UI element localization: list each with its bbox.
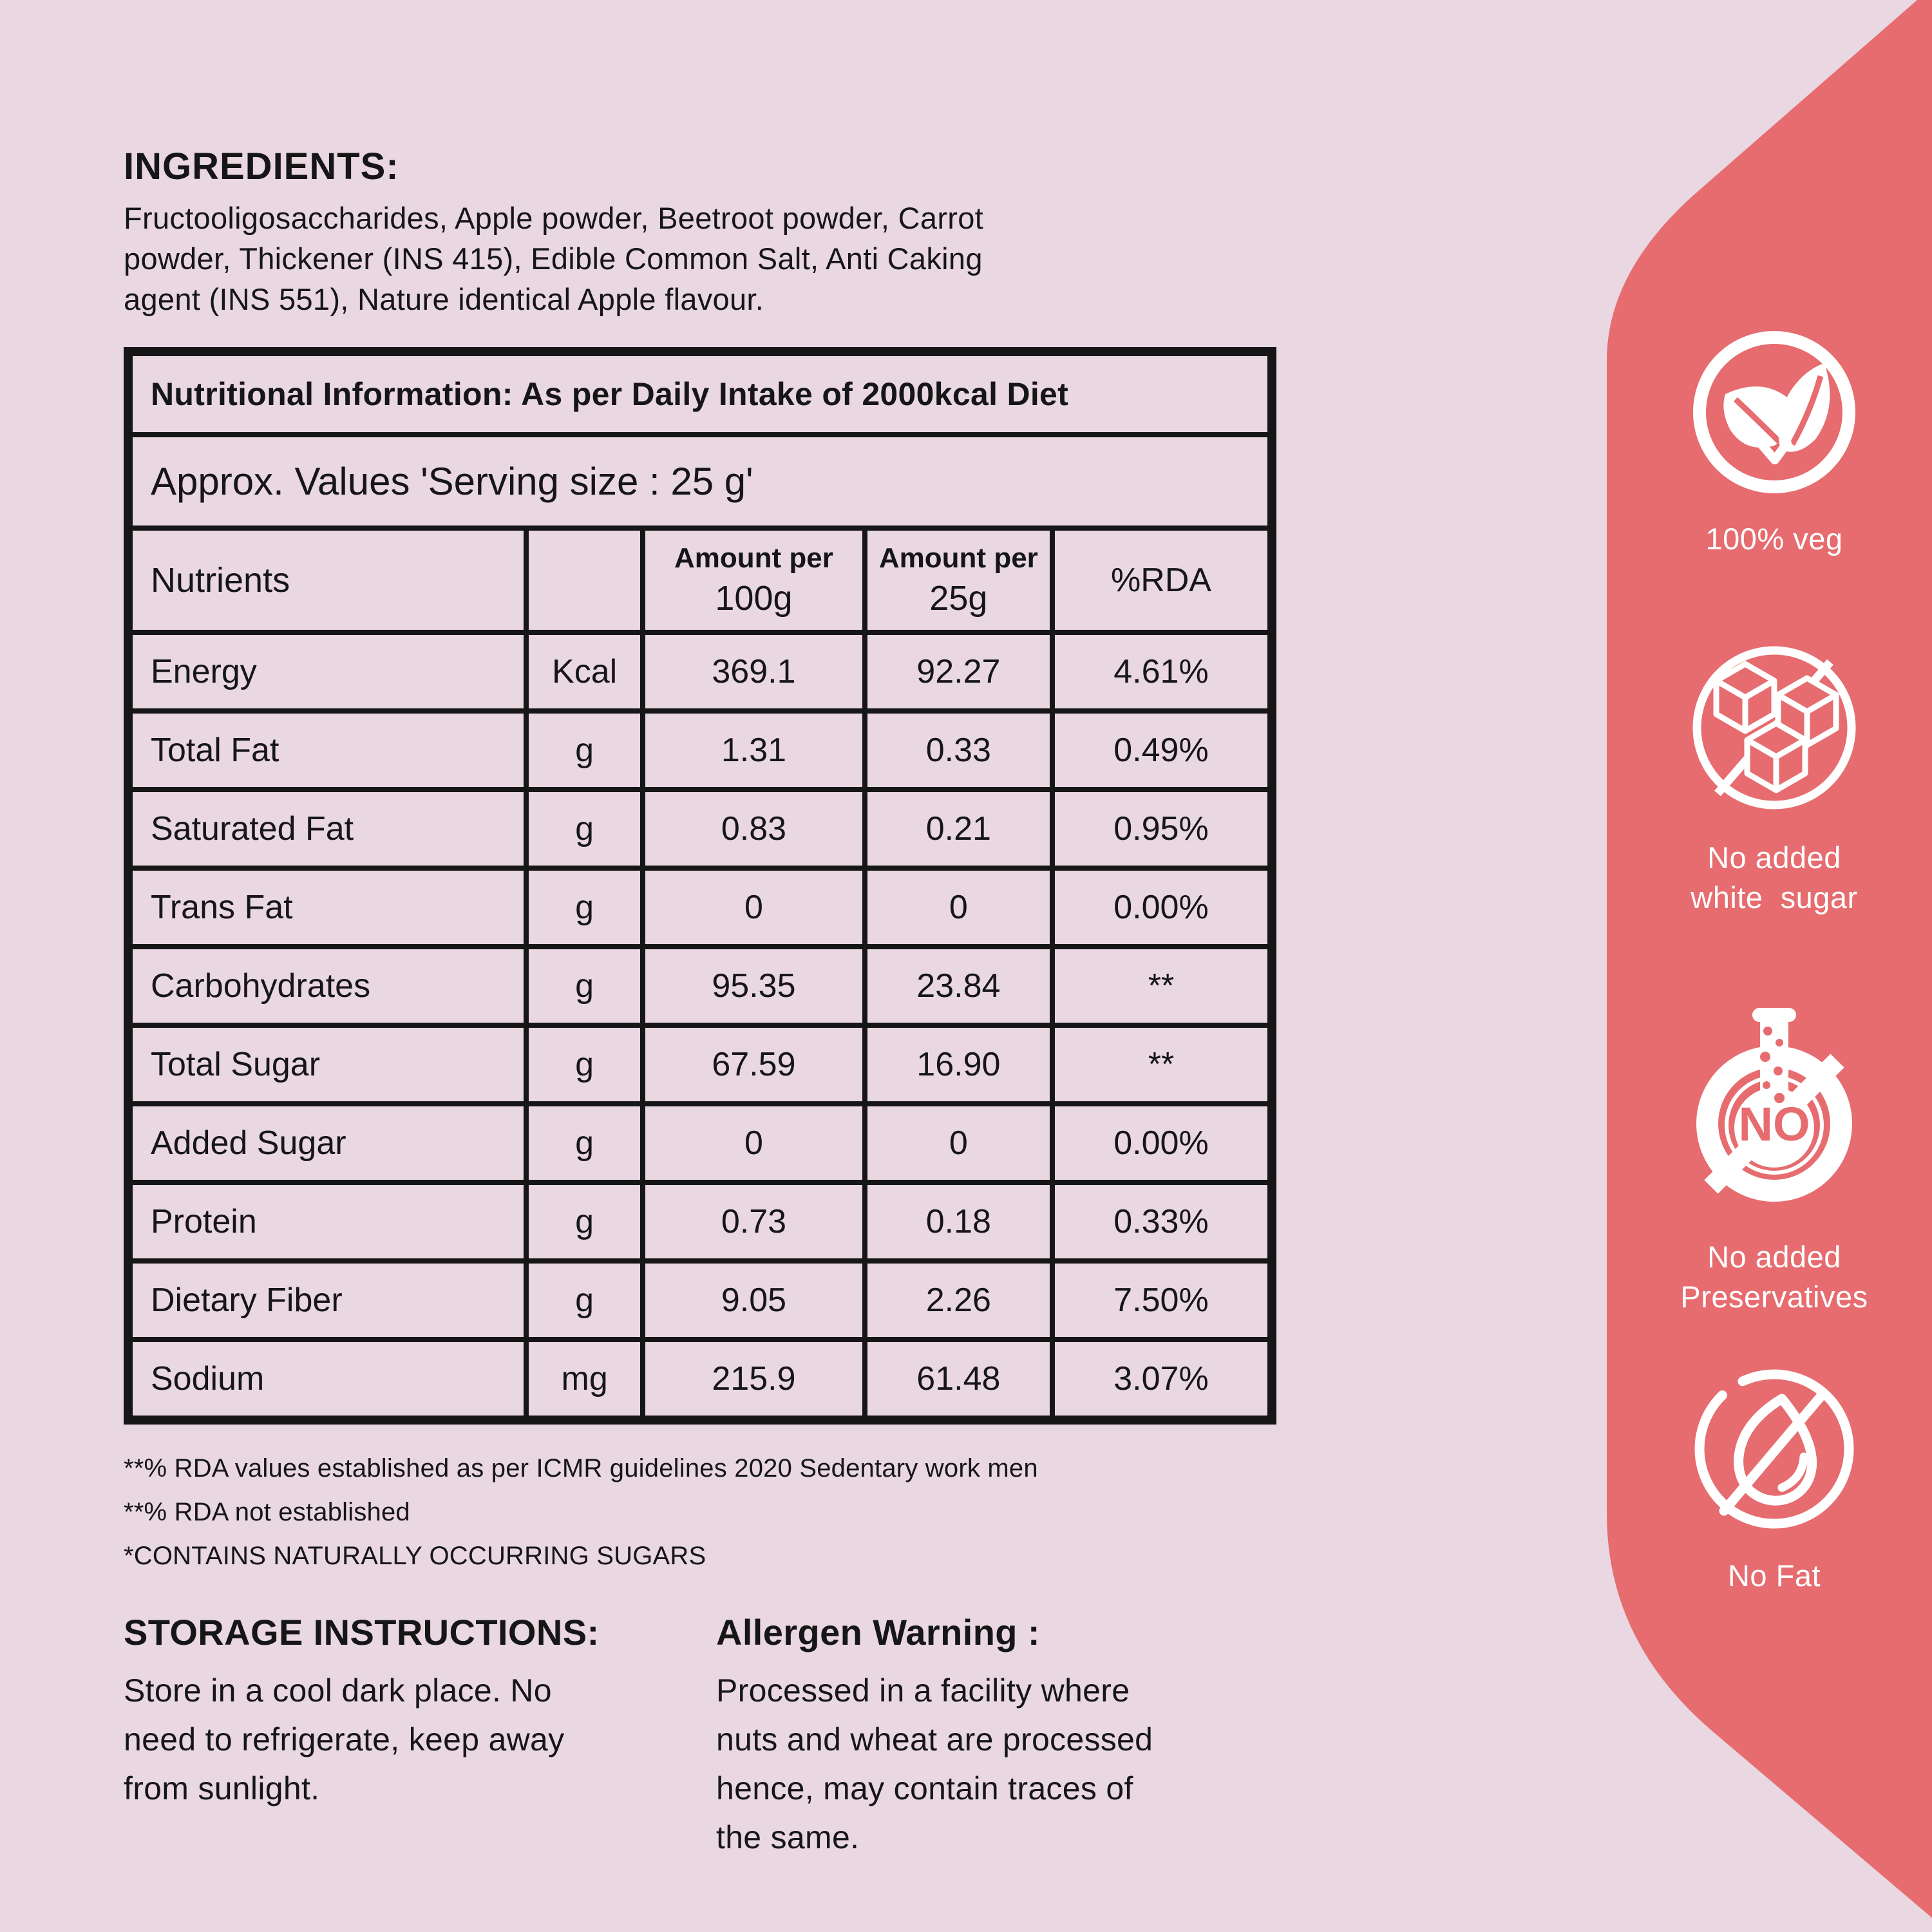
badge-no-added-preservatives: NO No added Preservatives — [1639, 1001, 1909, 1317]
rda-percent: 0.00% — [1049, 865, 1275, 949]
ingredients-heading: INGREDIENTS: — [124, 146, 399, 187]
amount-per-100g: 369.1 — [640, 629, 867, 714]
allergen-heading: Allergen Warning : — [716, 1611, 1040, 1653]
nutrient-name: Carbohydrates — [125, 943, 529, 1028]
table-title: Nutritional Information: As per Daily In… — [126, 348, 1274, 437]
amount-per-25g: 61.48 — [862, 1336, 1055, 1423]
col-header-nutrients: Nutrients — [125, 525, 529, 635]
no-sugar-cubes-icon — [1692, 646, 1856, 810]
nutrient-name: Added Sugar — [125, 1101, 529, 1185]
amount-per-25g: 92.27 — [862, 629, 1055, 714]
col-header-rda: %RDA — [1049, 525, 1275, 635]
nutrient-unit: g — [524, 1179, 646, 1264]
nutrient-name: Energy — [125, 629, 529, 714]
rda-percent: 3.07% — [1049, 1336, 1275, 1423]
rda-percent: 0.95% — [1049, 786, 1275, 871]
table-row: Total Fat g 1.31 0.33 0.49% — [125, 708, 1275, 792]
ingredients-body: Fructooligosaccharides, Apple powder, Be… — [124, 201, 984, 316]
nutrient-name: Trans Fat — [125, 865, 529, 949]
amount-per-25g: 0 — [862, 865, 1055, 949]
nutrient-unit: g — [524, 1258, 646, 1342]
rda-percent: ** — [1049, 1022, 1275, 1106]
label-content: INGREDIENTS: Fructooligosaccharides, App… — [124, 145, 1283, 1862]
rda-percent: 4.61% — [1049, 629, 1275, 714]
table-header-row: Nutrients Amount per 100g Amount per 25g… — [125, 525, 1275, 635]
amount-per-25g: 2.26 — [862, 1258, 1055, 1342]
amount-per-100g: 95.35 — [640, 943, 867, 1028]
nutrient-unit: g — [524, 1022, 646, 1106]
nutrient-name: Sodium — [125, 1336, 529, 1423]
amount-per-100g: 0 — [640, 865, 867, 949]
badge-label: 100% veg — [1705, 522, 1843, 556]
rda-percent: ** — [1049, 943, 1275, 1028]
badge-100-veg: 100% veg — [1639, 322, 1909, 559]
footnotes: **% RDA values established as per ICMR g… — [124, 1446, 1283, 1578]
badge-label: No added Preservatives — [1680, 1240, 1868, 1314]
rda-percent: 0.33% — [1049, 1179, 1275, 1264]
nutrition-table: Nutritional Information: As per Daily In… — [124, 346, 1276, 1425]
table-row: Saturated Fat g 0.83 0.21 0.95% — [125, 786, 1275, 871]
amount-per-100g: 9.05 — [640, 1258, 867, 1342]
table-row: Dietary Fiber g 9.05 2.26 7.50% — [125, 1258, 1275, 1342]
nutrient-name: Total Sugar — [125, 1022, 529, 1106]
badge-label: No added white sugar — [1690, 840, 1858, 915]
col-header-per-25g: Amount per 25g — [862, 525, 1055, 635]
badge-no-added-white-sugar: No added white sugar — [1639, 634, 1909, 918]
nutrition-table-body: Energy Kcal 369.1 92.27 4.61% Total Fat … — [125, 629, 1275, 1423]
amount-per-100g: 0 — [640, 1101, 867, 1185]
amount-per-25g: 0 — [862, 1101, 1055, 1185]
amount-per-100g: 1.31 — [640, 708, 867, 792]
amount-per-25g: 0.18 — [862, 1179, 1055, 1264]
rda-percent: 0.00% — [1049, 1101, 1275, 1185]
storage-instructions-section: STORAGE INSTRUCTIONS: Store in a cool da… — [124, 1611, 600, 1862]
amount-per-100g: 0.73 — [640, 1179, 867, 1264]
nutrient-name: Total Fat — [125, 708, 529, 792]
amount-per-100g: 0.83 — [640, 786, 867, 871]
footnote-line: *CONTAINS NATURALLY OCCURRING SUGARS — [124, 1541, 706, 1570]
nutrient-unit: g — [524, 1101, 646, 1185]
nutrient-unit: mg — [524, 1336, 646, 1423]
table-row: Protein g 0.73 0.18 0.33% — [125, 1179, 1275, 1264]
no-preservatives-icon: NO — [1696, 1008, 1852, 1202]
allergen-body: Processed in a facility where nuts and wh… — [716, 1672, 1153, 1855]
nutrient-unit: g — [524, 865, 646, 949]
table-row: Total Sugar g 67.59 16.90 ** — [125, 1022, 1275, 1106]
table-row: Trans Fat g 0 0 0.00% — [125, 865, 1275, 949]
leaf-icon — [1693, 331, 1855, 493]
amount-per-25g: 23.84 — [862, 943, 1055, 1028]
rda-percent: 7.50% — [1049, 1258, 1275, 1342]
storage-heading: STORAGE INSTRUCTIONS: — [124, 1611, 600, 1653]
footnote-line: **% RDA values established as per ICMR g… — [124, 1454, 1038, 1482]
nutrient-unit: g — [524, 943, 646, 1028]
table-row: Added Sugar g 0 0 0.00% — [125, 1101, 1275, 1185]
allergen-warning-section: Allergen Warning : Processed in a facili… — [716, 1611, 1270, 1862]
badge-label: No Fat — [1727, 1558, 1821, 1593]
table-row: Energy Kcal 369.1 92.27 4.61% — [125, 629, 1275, 714]
rda-percent: 0.49% — [1049, 708, 1275, 792]
amount-per-25g: 16.90 — [862, 1022, 1055, 1106]
footnote-line: **% RDA not established — [124, 1497, 410, 1526]
nutrient-name: Dietary Fiber — [125, 1258, 529, 1342]
no-fat-drop-icon — [1694, 1369, 1854, 1529]
nutrient-unit: g — [524, 786, 646, 871]
badge-no-fat: No Fat — [1639, 1359, 1909, 1596]
col-header-per-100g: Amount per 100g — [640, 525, 867, 635]
storage-body: Store in a cool dark place. No need to re… — [124, 1672, 565, 1806]
col-header-unit — [524, 525, 646, 635]
table-subtitle: Approx. Values 'Serving size : 25 g' — [126, 431, 1274, 531]
nutrient-unit: Kcal — [524, 629, 646, 714]
amount-per-25g: 0.33 — [862, 708, 1055, 792]
amount-per-25g: 0.21 — [862, 786, 1055, 871]
table-row: Carbohydrates g 95.35 23.84 ** — [125, 943, 1275, 1028]
amount-per-100g: 67.59 — [640, 1022, 867, 1106]
table-row: Sodium mg 215.9 61.48 3.07% — [125, 1336, 1275, 1423]
no-text: NO — [1739, 1097, 1810, 1151]
nutrient-name: Protein — [125, 1179, 529, 1264]
nutrient-unit: g — [524, 708, 646, 792]
nutrient-name: Saturated Fat — [125, 786, 529, 871]
amount-per-100g: 215.9 — [640, 1336, 867, 1423]
